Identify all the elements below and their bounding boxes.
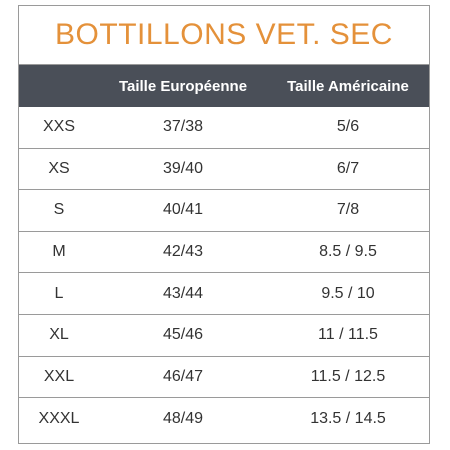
chart-title: BOTTILLONS VET. SEC — [19, 6, 429, 65]
european-size-cell: 46/47 — [162, 367, 204, 385]
table-row: XS 39/40 6/7 — [19, 149, 429, 191]
european-size-cell: 40/41 — [162, 201, 204, 219]
size-cell: XXL — [43, 367, 75, 385]
american-size-cell: 7/8 — [336, 201, 360, 219]
header-european-size: Taille Européenne — [118, 77, 248, 95]
size-cell: XS — [48, 159, 70, 177]
table-header: Taille Européenne Taille Américaine — [19, 65, 429, 107]
american-size-cell: 11.5 / 12.5 — [310, 367, 386, 385]
american-size-cell: 8.5 / 9.5 — [319, 243, 377, 261]
european-size-cell: 43/44 — [162, 284, 204, 302]
american-size-cell: 11 / 11.5 — [318, 326, 378, 344]
american-size-cell: 9.5 / 10 — [321, 284, 375, 302]
european-size-cell: 42/43 — [162, 243, 204, 261]
european-size-cell: 39/40 — [162, 159, 204, 177]
american-size-cell: 5/6 — [336, 118, 360, 136]
size-cell: M — [52, 243, 66, 261]
american-size-cell: 6/7 — [336, 159, 360, 177]
table-row: XXL 46/47 11.5 / 12.5 — [19, 357, 429, 399]
table-body: XXS 37/38 5/6 XS 39/40 6/7 S 40/41 7/8 M 42/43 8.5 … — [19, 107, 429, 440]
european-size-cell: 48/49 — [162, 409, 204, 427]
european-size-cell: 45/46 — [162, 326, 204, 344]
american-size-cell: 13.5 / 14.5 — [310, 409, 386, 427]
size-chart: BOTTILLONS VET. SEC Taille Européenne Ta… — [18, 5, 430, 444]
size-cell: S — [53, 201, 65, 219]
size-cell: XXS — [42, 118, 75, 136]
table-row: M 42/43 8.5 / 9.5 — [19, 232, 429, 274]
size-cell: XXXL — [38, 409, 80, 427]
size-cell: XL — [49, 326, 69, 344]
table-row: XXXL 48/49 13.5 / 14.5 — [19, 398, 429, 440]
table-row: XXS 37/38 5/6 — [19, 107, 429, 149]
header-american-size: Taille Américaine — [287, 77, 409, 95]
european-size-cell: 37/38 — [162, 118, 204, 136]
size-cell: L — [54, 284, 64, 302]
table-row: XL 45/46 11 / 11.5 — [19, 315, 429, 357]
table-row: L 43/44 9.5 / 10 — [19, 273, 429, 315]
table-row: S 40/41 7/8 — [19, 190, 429, 232]
